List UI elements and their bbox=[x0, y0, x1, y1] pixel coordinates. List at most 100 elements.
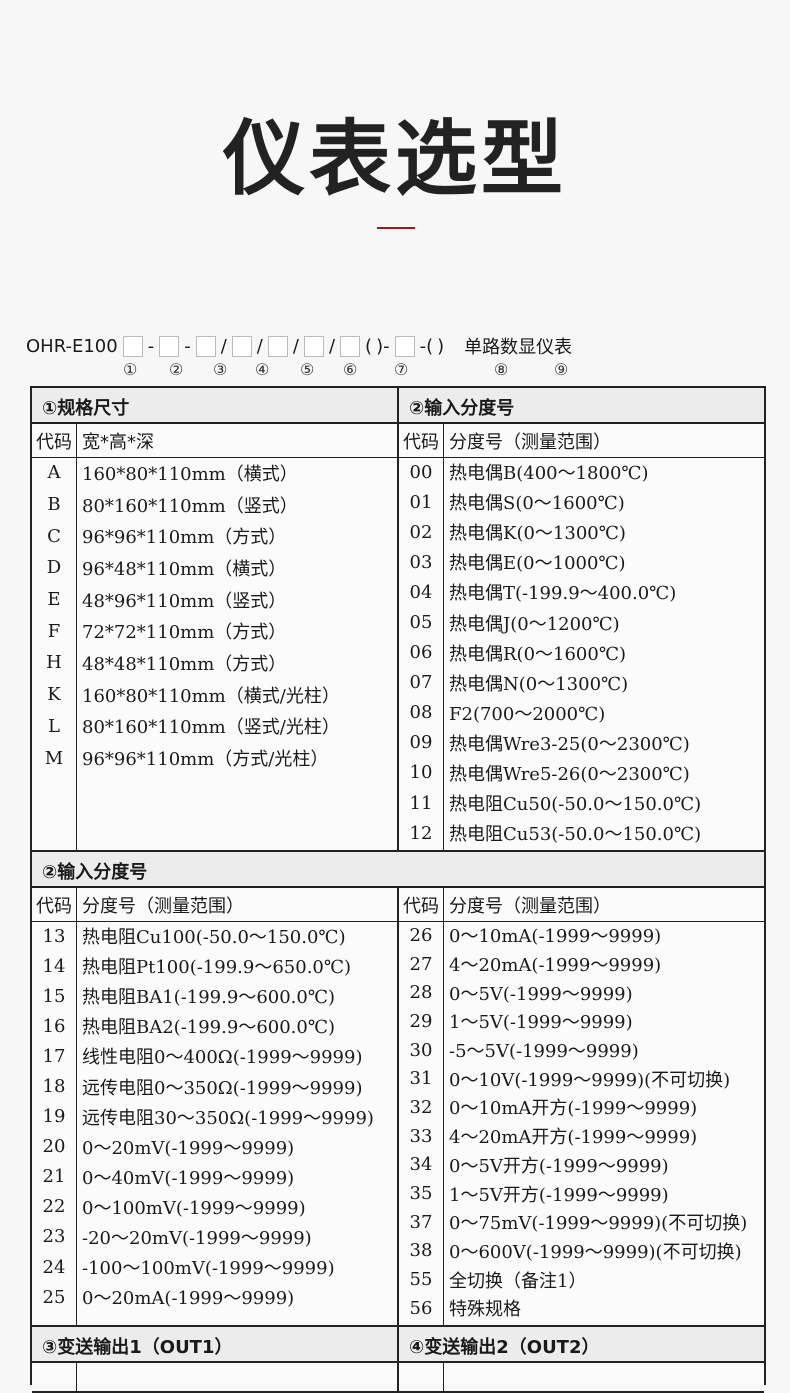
row-desc: 全切换（备注1） bbox=[449, 1270, 587, 1292]
row-code: K bbox=[47, 684, 61, 706]
row-code: 21 bbox=[42, 1166, 66, 1188]
row-desc: 热电阻Cu50(-50.0～150.0℃) bbox=[449, 794, 702, 816]
row-desc: 0～100mV(-1999～9999) bbox=[82, 1197, 306, 1219]
table-row: 23 -20～20mV(-1999～9999) bbox=[32, 1222, 397, 1252]
row-code: 25 bbox=[42, 1286, 66, 1308]
row-code: 33 bbox=[409, 1125, 433, 1147]
row-code: 06 bbox=[409, 642, 433, 664]
table-row: 33 4～20mA开方(-1999～9999) bbox=[399, 1122, 764, 1151]
code-header: 代码 bbox=[403, 895, 439, 917]
separator: )- bbox=[376, 335, 390, 357]
table-row: 55 全切换（备注1） bbox=[399, 1265, 764, 1294]
row-desc: 热电偶B(400～1800℃) bbox=[449, 463, 649, 485]
table-row: 21 0～40mV(-1999～9999) bbox=[32, 1162, 397, 1192]
row-desc: 热电偶N(0～1300℃) bbox=[449, 673, 629, 695]
row-desc: 4～20mA(-1999～9999) bbox=[449, 955, 662, 977]
row-code: 05 bbox=[409, 612, 433, 634]
row-code: 03 bbox=[409, 551, 433, 573]
table-row: 34 0～5V开方(-1999～9999) bbox=[399, 1151, 764, 1180]
row-code: 15 bbox=[42, 985, 66, 1007]
table-row: 13 热电阻Cu100(-50.0～150.0℃) bbox=[32, 921, 397, 951]
table-row: 14 热电阻Pt100(-199.9～650.0℃) bbox=[32, 951, 397, 981]
desc-header: 宽*高*深 bbox=[82, 431, 154, 453]
row-desc: 热电阻BA1(-199.9～600.0℃) bbox=[82, 987, 336, 1009]
row-code: H bbox=[46, 652, 62, 674]
row-desc: 1～5V开方(-1999～9999) bbox=[449, 1184, 669, 1206]
code-slot-box bbox=[267, 335, 288, 357]
position-number: ④ bbox=[255, 360, 270, 379]
row-desc: 热电阻Cu100(-50.0～150.0℃) bbox=[82, 927, 346, 949]
row-desc: 0～5V(-1999～9999) bbox=[449, 983, 633, 1005]
row-code: D bbox=[46, 557, 62, 579]
column-header: 代码 分度号（测量范围） bbox=[399, 888, 764, 922]
row-code: 13 bbox=[42, 925, 66, 947]
row-desc: 1～5V(-1999～9999) bbox=[449, 1012, 633, 1034]
code-slot-box bbox=[159, 335, 180, 357]
table-row: 09 热电偶Wre3-25(0～2300℃) bbox=[399, 728, 764, 758]
table-row: 05 热电偶J(0～1200℃) bbox=[399, 607, 764, 637]
column-header: 代码 分度号（测量范围） bbox=[32, 888, 397, 922]
row-desc: -20～20mV(-1999～9999) bbox=[82, 1227, 312, 1249]
position-number: ③ bbox=[213, 360, 228, 379]
row-desc: 0～20mV(-1999～9999) bbox=[82, 1137, 295, 1159]
code-header: 代码 bbox=[36, 895, 72, 917]
table-row: F 72*72*110mm（方式） bbox=[32, 615, 397, 647]
table-row: 25 0～20mA(-1999～9999) bbox=[32, 1282, 397, 1312]
model-code: OHR-E100 - - / / / / ()- -() 单路数显仪表 bbox=[24, 333, 574, 359]
row-code: 34 bbox=[409, 1154, 433, 1176]
section-title: ④变送输出2（OUT2） bbox=[397, 1327, 764, 1361]
separator: - bbox=[147, 335, 155, 357]
row-desc: 热电偶J(0～1200℃) bbox=[449, 613, 620, 635]
table-row: 07 热电偶N(0～1300℃) bbox=[399, 668, 764, 698]
row-code: 56 bbox=[409, 1297, 433, 1319]
table-row: 30 -5～5V(-1999～9999) bbox=[399, 1036, 764, 1065]
code-slot-box bbox=[303, 335, 324, 357]
row-code: M bbox=[44, 747, 64, 769]
position-number: ⑧ bbox=[494, 360, 509, 379]
row-desc: 80*160*110mm（竖式） bbox=[82, 495, 298, 517]
position-number: ⑨ bbox=[554, 360, 569, 379]
table-row: E 48*96*110mm（竖式） bbox=[32, 584, 397, 616]
row-code: 11 bbox=[409, 792, 433, 814]
table-row: 35 1～5V开方(-1999～9999) bbox=[399, 1179, 764, 1208]
table-row: L 80*160*110mm（竖式/光柱） bbox=[32, 711, 397, 743]
row-code: 29 bbox=[409, 1010, 433, 1032]
row-desc: 0～40mV(-1999～9999) bbox=[82, 1167, 295, 1189]
row-code: 12 bbox=[409, 822, 433, 844]
row-desc: 80*160*110mm（竖式/光柱） bbox=[82, 717, 340, 739]
row-code: B bbox=[47, 494, 61, 516]
table-row: 29 1～5V(-1999～9999) bbox=[399, 1007, 764, 1036]
row-code: 08 bbox=[409, 702, 433, 724]
row-desc: 0～10V(-1999～9999)(不可切换) bbox=[449, 1069, 731, 1091]
table-row: 17 线性电阻0～400Ω(-1999～9999) bbox=[32, 1041, 397, 1071]
row-desc: 96*96*110mm（方式） bbox=[82, 527, 287, 549]
row-code: L bbox=[48, 715, 60, 737]
table-row: 38 0～600V(-1999～9999)(不可切换) bbox=[399, 1237, 764, 1266]
table-row: 22 0～100mV(-1999～9999) bbox=[32, 1192, 397, 1222]
section-title: ①规格尺寸 bbox=[42, 398, 130, 419]
table-row: 16 热电阻BA2(-199.9～600.0℃) bbox=[32, 1011, 397, 1041]
table-row: 03 热电偶E(0～1000℃) bbox=[399, 547, 764, 577]
title-divider bbox=[377, 227, 415, 229]
separator: / bbox=[292, 335, 299, 357]
row-code: 14 bbox=[42, 955, 66, 977]
section-title: ③变送输出1（OUT1） bbox=[42, 1337, 233, 1358]
table-row: K 160*80*110mm（横式/光柱） bbox=[32, 679, 397, 711]
row-desc: 热电阻Cu53(-50.0～150.0℃) bbox=[449, 824, 702, 846]
row-desc: -5～5V(-1999～9999) bbox=[449, 1041, 639, 1063]
table-row: 26 0～10mA(-1999～9999) bbox=[399, 921, 764, 950]
desc-header: 分度号（测量范围） bbox=[449, 895, 611, 917]
row-desc: 0～600V(-1999～9999)(不可切换) bbox=[449, 1241, 742, 1263]
separator: ) bbox=[437, 335, 445, 357]
row-code: 23 bbox=[42, 1226, 66, 1248]
table-row: H 48*48*110mm（方式） bbox=[32, 647, 397, 679]
row-code: 28 bbox=[409, 982, 433, 1004]
row-desc: 160*80*110mm（横式） bbox=[82, 463, 298, 485]
row-code: 19 bbox=[42, 1106, 66, 1128]
table-row: 15 热电阻BA1(-199.9～600.0℃) bbox=[32, 981, 397, 1011]
row-desc: 0～75mV(-1999～9999)(不可切换) bbox=[449, 1213, 748, 1235]
desc-header: 分度号（测量范围） bbox=[449, 431, 611, 453]
row-desc: 热电偶T(-199.9～400.0℃) bbox=[449, 583, 677, 605]
table-row: D 96*48*110mm（横式） bbox=[32, 552, 397, 584]
row-code: 30 bbox=[409, 1039, 433, 1061]
